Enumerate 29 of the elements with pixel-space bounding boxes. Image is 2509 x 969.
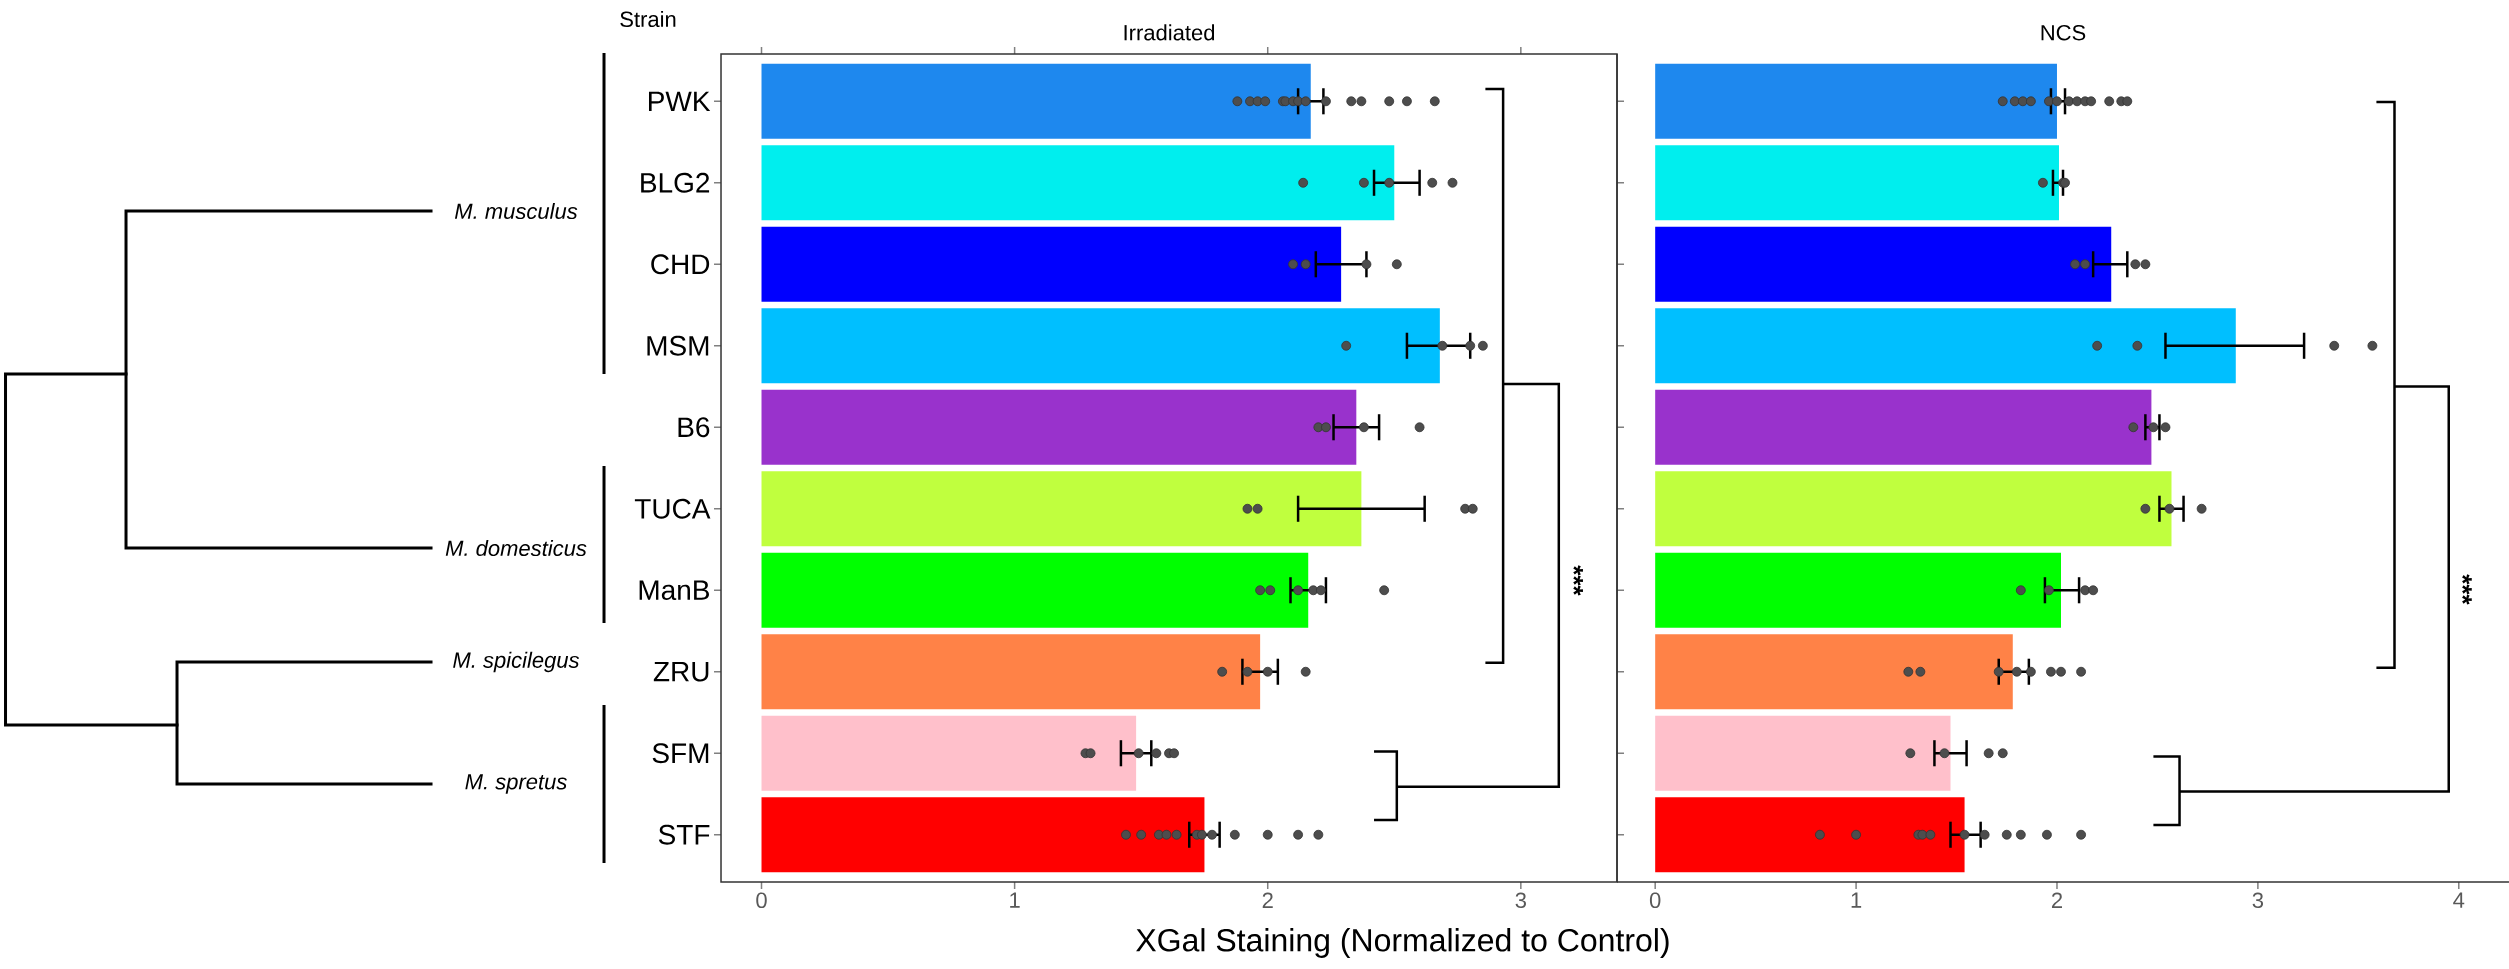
chart-title: Irradiated <box>1124 24 1215 41</box>
text: Strain <box>620 10 676 28</box>
y-tick-label: ZRU <box>653 661 709 682</box>
y-tick-label: B6 <box>678 417 710 438</box>
x-tick-label: 0 <box>756 892 767 909</box>
y-tick-label: STF <box>658 824 710 845</box>
text: M. domesticus <box>445 539 587 557</box>
x-tick-label: 3 <box>2252 892 2264 909</box>
annotation: *** <box>2462 574 2472 605</box>
text: M. spicilegus <box>453 651 580 673</box>
x-tick-label: 2 <box>2051 892 2062 908</box>
x-tick-label: 3 <box>1515 892 1526 909</box>
y-tick-label: BLG2 <box>641 172 710 193</box>
x-tick-label: 1 <box>1851 892 1862 908</box>
chart-title: NCS <box>2041 24 2086 41</box>
x-tick-label: 0 <box>1649 892 1661 909</box>
y-tick-label: TUCA <box>634 498 711 519</box>
annotation: *** <box>1573 565 1583 596</box>
x-tick-label: 4 <box>2453 892 2465 908</box>
y-tick-label: MSM <box>647 335 709 356</box>
x-axis-title: XGal Staining (Normalized to Control) <box>1136 928 1669 958</box>
x-tick-label: 2 <box>1262 892 1273 908</box>
y-tick-label: SFM <box>652 743 709 764</box>
y-tick-label: PWK <box>648 91 711 111</box>
text: M. musculus <box>454 202 578 220</box>
x-tick-label: 1 <box>1010 892 1020 908</box>
y-tick-label: CHD <box>651 254 710 275</box>
text: M. spretus <box>465 774 567 794</box>
y-tick-label: ManB <box>639 580 709 601</box>
